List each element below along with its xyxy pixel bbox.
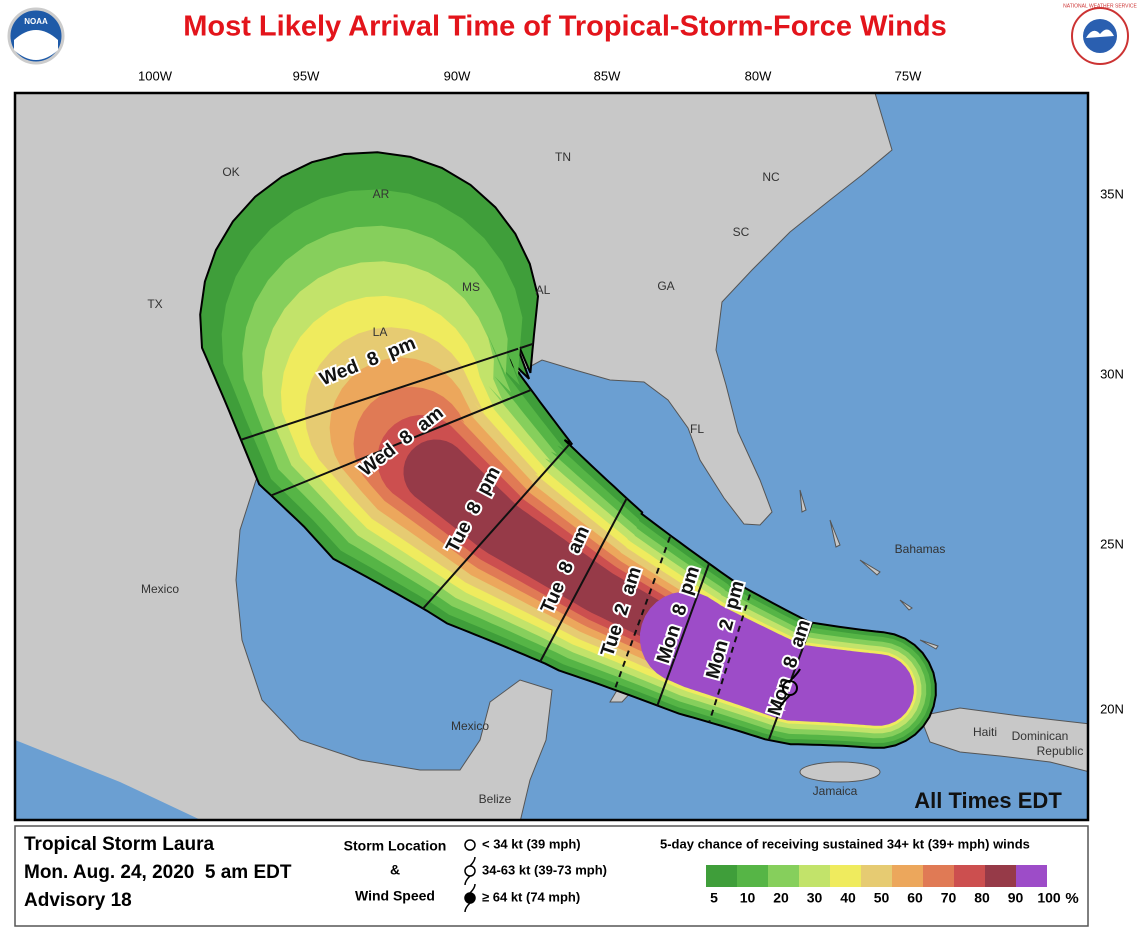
scale-swatch bbox=[923, 865, 954, 887]
symbol-label: 34-63 kt (39-73 mph) bbox=[482, 862, 607, 877]
region-label: Belize bbox=[479, 792, 512, 806]
region-label: Haiti bbox=[973, 725, 997, 739]
symbol-icon bbox=[464, 892, 476, 904]
symbol-label: ≥ 64 kt (74 mph) bbox=[482, 889, 580, 904]
scale-swatch bbox=[768, 865, 799, 887]
scale-label: 10 bbox=[740, 890, 756, 906]
hispaniola bbox=[919, 707, 1087, 772]
scale-label: 20 bbox=[773, 890, 789, 906]
region-label: AL bbox=[536, 283, 551, 297]
region-label: Mexico bbox=[141, 582, 179, 596]
region-label: FL bbox=[690, 422, 704, 436]
storm-symbol bbox=[779, 668, 801, 708]
lon-label: 90W bbox=[444, 68, 471, 83]
region-label: Bahamas bbox=[895, 542, 946, 556]
symbol-tail bbox=[464, 856, 476, 886]
lat-label: 30N bbox=[1100, 366, 1124, 381]
scale-label: 60 bbox=[907, 890, 923, 906]
scale-label: 5 bbox=[710, 890, 718, 906]
map-frame bbox=[13, 91, 1090, 822]
lon-label: 75W bbox=[895, 68, 922, 83]
region-label: OK bbox=[222, 165, 239, 179]
region-label: AR bbox=[373, 187, 390, 201]
pacific bbox=[16, 740, 199, 819]
swath-band bbox=[377, 415, 898, 710]
lat-label: 20N bbox=[1100, 701, 1124, 716]
scale-swatch bbox=[892, 865, 923, 887]
scale-swatch bbox=[1016, 865, 1047, 887]
scale-label: 70 bbox=[941, 890, 957, 906]
scale-swatch bbox=[799, 865, 830, 887]
region-label: LA bbox=[373, 325, 388, 339]
time-note: All Times EDT bbox=[914, 788, 1062, 813]
nws-logo: NATIONAL WEATHER SERVICE bbox=[1063, 3, 1138, 65]
region-label: Jamaica bbox=[813, 784, 858, 798]
jamaica bbox=[799, 761, 881, 783]
noaa-text: NOAA bbox=[24, 17, 48, 26]
region-label: NC bbox=[762, 170, 780, 184]
scale-swatch bbox=[985, 865, 1016, 887]
symbol-icon bbox=[464, 865, 476, 877]
region-label: MS bbox=[462, 280, 480, 294]
lon-label: 80W bbox=[745, 68, 772, 83]
region-label: SC bbox=[733, 225, 750, 239]
region-label: Mexico bbox=[451, 719, 489, 733]
legend: Storm Location & Wind Speed < 34 kt (39 mph… bbox=[344, 836, 1079, 913]
time-line bbox=[224, 334, 561, 446]
scale-label: 50 bbox=[874, 890, 890, 906]
scale-swatch bbox=[954, 865, 985, 887]
scale-unit: % bbox=[1065, 890, 1078, 907]
nws-text: NATIONAL WEATHER SERVICE bbox=[1063, 3, 1137, 9]
lon-label: 95W bbox=[293, 68, 320, 83]
location-title: & bbox=[390, 862, 400, 878]
scale-swatch bbox=[706, 865, 737, 887]
scale-label: 90 bbox=[1008, 890, 1024, 906]
advisory-date: Mon. Aug. 24, 2020 5 am EDT bbox=[24, 862, 292, 883]
location-title: Storm Location bbox=[344, 838, 447, 854]
region-label: TN bbox=[555, 150, 571, 164]
lon-label: 85W bbox=[594, 68, 621, 83]
title: Most Likely Arrival Time of Tropical-Sto… bbox=[183, 11, 947, 43]
lat-label: 25N bbox=[1100, 536, 1124, 551]
lon-label: 100W bbox=[138, 68, 173, 83]
bahamas bbox=[799, 489, 939, 650]
noaa-logo: NOAA bbox=[7, 7, 65, 65]
region-label: TX bbox=[147, 297, 162, 311]
storm-name: Tropical Storm Laura bbox=[24, 834, 214, 855]
scale-swatch bbox=[737, 865, 768, 887]
location-title: Wind Speed bbox=[355, 888, 435, 904]
region-label: Dominican bbox=[1012, 729, 1069, 743]
symbol-icon bbox=[464, 839, 476, 851]
swath-band bbox=[640, 591, 914, 726]
time-line bbox=[259, 367, 586, 501]
scale-label: 80 bbox=[974, 890, 990, 906]
scale-swatch bbox=[861, 865, 892, 887]
advisory-number: Advisory 18 bbox=[24, 890, 132, 911]
lat-label: 35N bbox=[1100, 186, 1124, 201]
symbol-tail bbox=[464, 883, 476, 913]
region-label: GA bbox=[657, 279, 674, 293]
scale-title: 5-day chance of receiving sustained 34+ … bbox=[660, 836, 1030, 851]
scale-label: 40 bbox=[840, 890, 856, 906]
region-label: Republic bbox=[1037, 744, 1084, 758]
symbol-label: < 34 kt (39 mph) bbox=[482, 836, 581, 851]
scale-label: 30 bbox=[807, 890, 823, 906]
scale-label: 100 bbox=[1037, 890, 1061, 906]
scale-swatch bbox=[830, 865, 861, 887]
